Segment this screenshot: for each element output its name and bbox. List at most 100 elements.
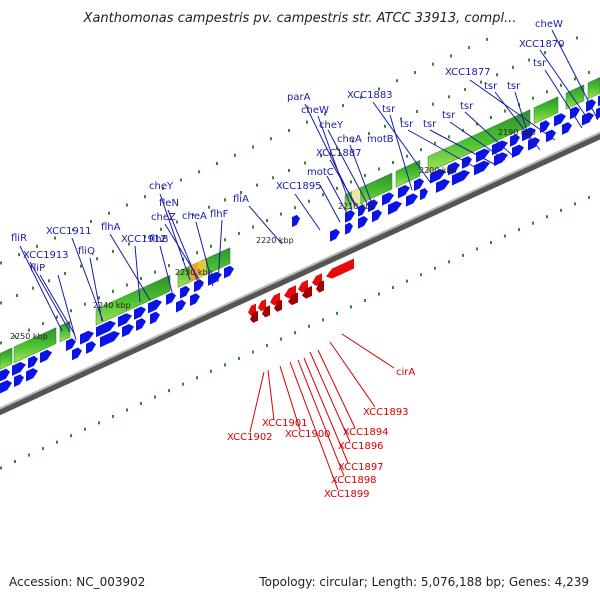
- gene-label[interactable]: flhA: [101, 222, 121, 233]
- gene-label[interactable]: XCC1893: [363, 407, 409, 418]
- gene-arrow[interactable]: [368, 199, 378, 213]
- gene-arrow[interactable]: [492, 140, 508, 156]
- gene-arrow[interactable]: [436, 178, 450, 193]
- gene-arrow[interactable]: [414, 178, 424, 191]
- gene-label[interactable]: XCC1896: [338, 441, 384, 452]
- gene-arrow[interactable]: [14, 374, 24, 387]
- gene-arrow[interactable]: [430, 169, 446, 184]
- gene-arrow[interactable]: [194, 279, 204, 293]
- gene-arrow[interactable]: [316, 280, 324, 293]
- gene-arrow[interactable]: [596, 106, 600, 120]
- gene-arrow[interactable]: [100, 330, 120, 348]
- gene-label[interactable]: fliR: [11, 233, 27, 244]
- gene-label[interactable]: XCC1900: [285, 429, 331, 440]
- gene-label[interactable]: fliA: [233, 194, 249, 205]
- gene-arrow[interactable]: [420, 187, 428, 201]
- gene-label[interactable]: fliQ: [78, 246, 95, 257]
- gene-label[interactable]: XCC1877: [445, 67, 491, 78]
- gene-arrow[interactable]: [166, 292, 176, 306]
- gene-arrow[interactable]: [134, 306, 146, 320]
- gene-label[interactable]: tsr: [400, 119, 414, 130]
- gene-label[interactable]: tsr: [507, 81, 521, 92]
- gene-label[interactable]: XCC1870: [519, 39, 565, 50]
- gene-label[interactable]: motC: [307, 167, 334, 178]
- gene-label[interactable]: motB: [367, 134, 394, 145]
- gene-arrow[interactable]: [258, 299, 266, 312]
- gene-label[interactable]: XCC1895: [276, 181, 322, 192]
- gene-label[interactable]: tsr: [423, 119, 437, 130]
- gene-label[interactable]: XCC1883: [347, 90, 393, 101]
- gene-label[interactable]: tsr: [442, 110, 456, 121]
- gene-arrow[interactable]: [66, 338, 76, 352]
- gene-arrow[interactable]: [494, 152, 508, 167]
- gene-label[interactable]: XCC1899: [324, 489, 370, 500]
- gene-label[interactable]: XCC1894: [343, 427, 389, 438]
- gene-arrow[interactable]: [302, 285, 312, 299]
- gene-arrow[interactable]: [528, 137, 540, 151]
- gene-label[interactable]: cheY: [319, 120, 344, 131]
- gene-arrow[interactable]: [372, 209, 382, 223]
- gene-arrow[interactable]: [180, 285, 190, 299]
- gene-arrow[interactable]: [358, 215, 368, 229]
- gene-arrow[interactable]: [96, 320, 116, 338]
- gene-label[interactable]: cheA: [182, 211, 207, 222]
- gene-label[interactable]: fliP: [30, 263, 45, 274]
- gene-label[interactable]: tsr: [533, 58, 547, 69]
- gene-label[interactable]: parA: [287, 92, 311, 103]
- gene-arrow[interactable]: [382, 192, 394, 206]
- gene-arrow[interactable]: [330, 228, 340, 242]
- gene-label[interactable]: XCC1887: [316, 148, 362, 159]
- gene-arrow[interactable]: [80, 330, 94, 345]
- gene-label[interactable]: tsr: [484, 81, 498, 92]
- gene-arrow[interactable]: [398, 185, 410, 199]
- gene-arrow[interactable]: [176, 299, 186, 313]
- gene-label[interactable]: XCC1901: [262, 418, 308, 429]
- gene-label[interactable]: flhF: [210, 209, 229, 220]
- gene-label[interactable]: fleN: [159, 198, 179, 209]
- gene-label[interactable]: XCC1912: [121, 234, 167, 245]
- gene-label[interactable]: cheW: [301, 105, 329, 116]
- gene-arrow[interactable]: [476, 148, 490, 163]
- gene-arrow[interactable]: [136, 318, 146, 331]
- gene-arrow[interactable]: [150, 311, 160, 325]
- gene-label[interactable]: XCC1911: [46, 226, 92, 237]
- gene-label[interactable]: tsr: [460, 101, 474, 112]
- gene-arrow[interactable]: [262, 305, 270, 318]
- gene-arrow[interactable]: [554, 113, 566, 127]
- gene-label[interactable]: flhB: [149, 234, 169, 245]
- gene-arrow[interactable]: [250, 310, 258, 323]
- gene-arrow[interactable]: [474, 160, 490, 176]
- gene-arrow[interactable]: [406, 193, 418, 207]
- gene-arrow[interactable]: [570, 106, 580, 120]
- gene-arrow[interactable]: [452, 169, 470, 186]
- gene-arrow[interactable]: [72, 347, 82, 361]
- gene-label[interactable]: XCC1913: [23, 250, 69, 261]
- gene-arrow[interactable]: [28, 355, 38, 369]
- gene-arrow[interactable]: [40, 349, 52, 363]
- gene-label[interactable]: XCC1897: [338, 462, 384, 473]
- gene-arrow[interactable]: [148, 299, 162, 314]
- gene-label[interactable]: XCC1898: [331, 475, 377, 486]
- gene-arrow[interactable]: [118, 313, 132, 328]
- gene-arrow[interactable]: [288, 292, 298, 306]
- gene-label[interactable]: cirA: [396, 367, 415, 378]
- gene-arrow[interactable]: [12, 362, 26, 376]
- gene-arrow[interactable]: [0, 380, 12, 394]
- gene-arrow[interactable]: [358, 204, 366, 217]
- gene-arrow[interactable]: [510, 134, 520, 147]
- gene-arrow[interactable]: [562, 122, 572, 135]
- gene-arrow[interactable]: [448, 162, 460, 176]
- gene-arrow[interactable]: [546, 129, 556, 143]
- gene-arrow[interactable]: [292, 214, 300, 228]
- gene-label[interactable]: XCC1902: [227, 432, 273, 443]
- gene-arrow[interactable]: [0, 368, 10, 382]
- gene-label[interactable]: tsr: [382, 104, 396, 115]
- gene-arrow[interactable]: [86, 341, 96, 354]
- gene-label[interactable]: cheY: [149, 181, 174, 192]
- gene-arrow[interactable]: [540, 120, 550, 133]
- gene-arrow[interactable]: [190, 293, 200, 306]
- gene-arrow[interactable]: [298, 279, 308, 293]
- gene-label[interactable]: cheZ: [151, 212, 176, 223]
- gene-arrow[interactable]: [26, 368, 38, 382]
- gene-arrow[interactable]: [274, 299, 282, 312]
